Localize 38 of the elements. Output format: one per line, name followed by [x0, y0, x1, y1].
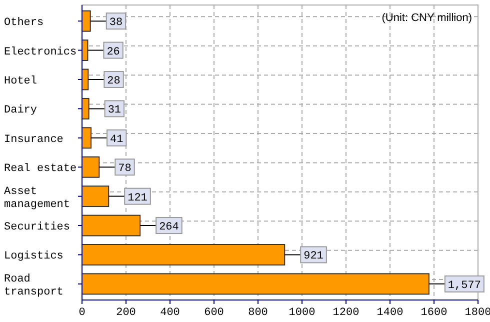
y-tick-label: Logistics: [4, 250, 64, 263]
y-tick-label: Real estate: [4, 163, 77, 176]
data-label: 38: [109, 17, 123, 30]
bar: [82, 273, 430, 295]
data-label: 28: [107, 75, 120, 88]
bar: [82, 10, 91, 32]
x-tick-label: 0: [78, 307, 86, 319]
bar: [82, 98, 90, 120]
x-tick-label: 200: [116, 307, 136, 319]
y-tick-label: Asset management: [4, 186, 70, 211]
annotation: (Unit: CNY million): [382, 12, 472, 24]
data-label: 31: [108, 104, 122, 117]
bar: [82, 156, 100, 178]
x-tick-label: 800: [248, 307, 268, 319]
data-label: 1,577: [448, 280, 481, 292]
x-tick-label: 400: [160, 307, 180, 319]
data-label: 921: [304, 250, 324, 263]
bar: [82, 127, 92, 149]
data-label: 121: [128, 192, 148, 204]
y-tick-label: Securities: [4, 222, 70, 234]
y-tick-label: Hotel: [4, 75, 38, 88]
x-tick-label: 1000: [288, 307, 316, 319]
y-tick-label: Others: [4, 17, 44, 30]
bar: [82, 186, 110, 208]
y-tick-label: Electronics: [4, 46, 77, 58]
x-tick-label: 1400: [376, 307, 404, 319]
bar: [82, 214, 141, 236]
x-tick-label: 1200: [332, 307, 360, 319]
data-label: 41: [110, 134, 124, 146]
x-tick-label: 1600: [420, 307, 448, 319]
x-tick-label: 600: [204, 307, 224, 319]
data-label: 26: [106, 46, 120, 58]
y-tick-label: Dairy: [4, 104, 38, 117]
data-label: 264: [159, 222, 180, 234]
y-tick-label: Insurance: [4, 134, 64, 146]
bar: [82, 244, 286, 266]
data-label: 78: [118, 163, 132, 176]
y-tick-label: Road transport: [4, 273, 64, 298]
